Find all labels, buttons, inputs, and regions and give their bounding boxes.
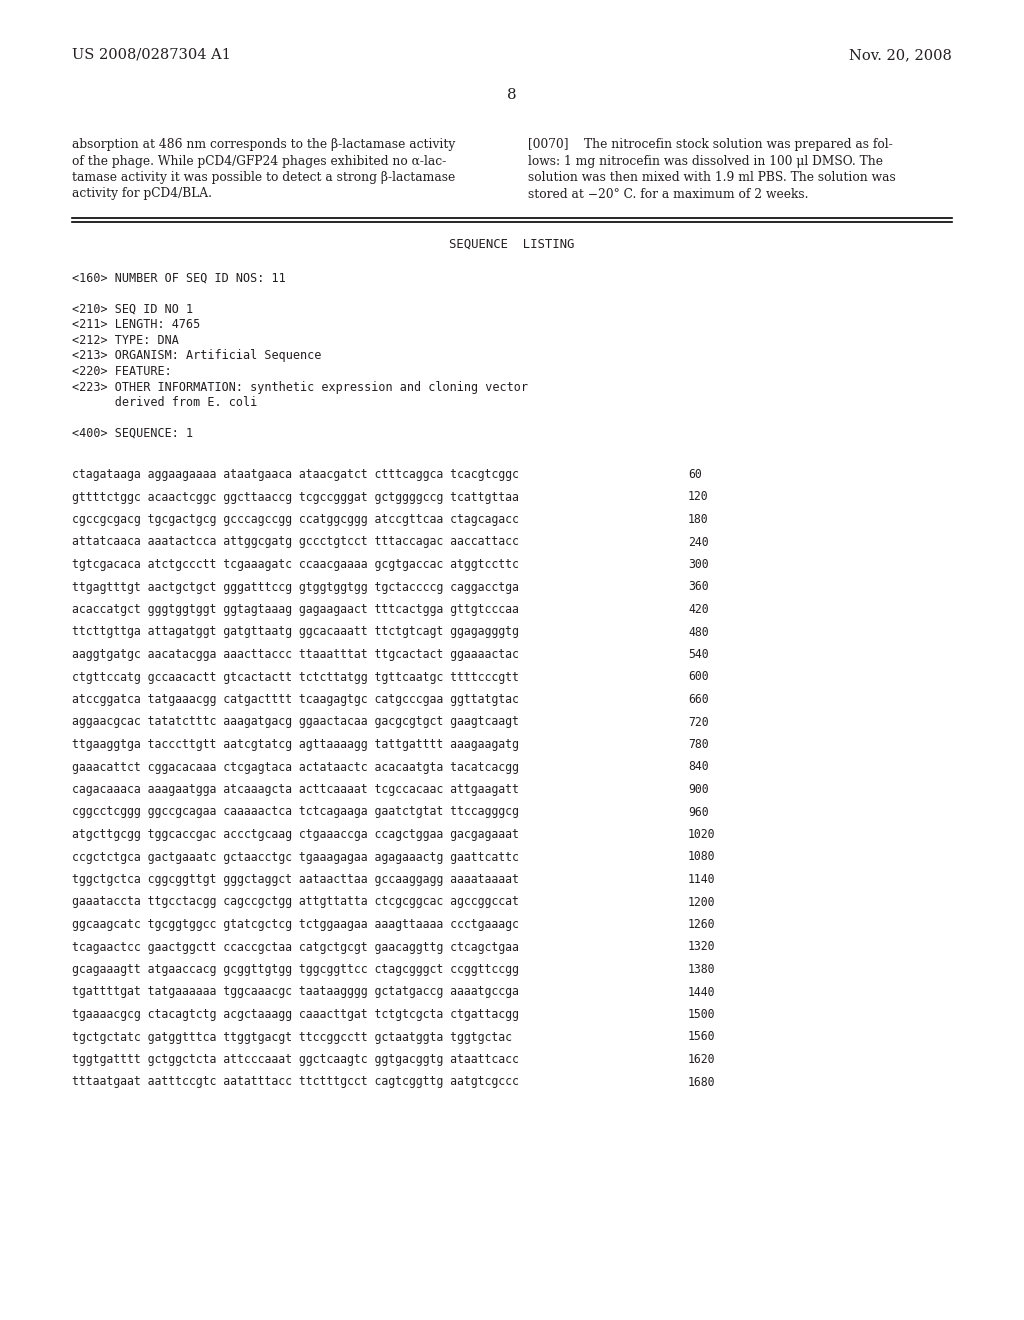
Text: 120: 120 [688, 491, 709, 503]
Text: 1320: 1320 [688, 940, 716, 953]
Text: cggcctcggg ggccgcagaa caaaaactca tctcagaaga gaatctgtat ttccagggcg: cggcctcggg ggccgcagaa caaaaactca tctcaga… [72, 805, 519, 818]
Text: ggcaagcatc tgcggtggcc gtatcgctcg tctggaagaa aaagttaaaa ccctgaaagc: ggcaagcatc tgcggtggcc gtatcgctcg tctggaa… [72, 917, 519, 931]
Text: <211> LENGTH: 4765: <211> LENGTH: 4765 [72, 318, 201, 331]
Text: tgaaaacgcg ctacagtctg acgctaaagg caaacttgat tctgtcgcta ctgattacgg: tgaaaacgcg ctacagtctg acgctaaagg caaactt… [72, 1008, 519, 1020]
Text: 600: 600 [688, 671, 709, 684]
Text: <220> FEATURE:: <220> FEATURE: [72, 366, 172, 378]
Text: 1440: 1440 [688, 986, 716, 998]
Text: 60: 60 [688, 469, 701, 480]
Text: ccgctctgca gactgaaatc gctaacctgc tgaaagagaa agagaaactg gaattcattc: ccgctctgca gactgaaatc gctaacctgc tgaaaga… [72, 850, 519, 863]
Text: tgattttgat tatgaaaaaa tggcaaacgc taataagggg gctatgaccg aaaatgccga: tgattttgat tatgaaaaaa tggcaaacgc taataag… [72, 986, 519, 998]
Text: 420: 420 [688, 603, 709, 616]
Text: tgctgctatc gatggtttca ttggtgacgt ttccggcctt gctaatggta tggtgctac: tgctgctatc gatggtttca ttggtgacgt ttccggc… [72, 1031, 512, 1044]
Text: Nov. 20, 2008: Nov. 20, 2008 [849, 48, 952, 62]
Text: cagacaaaca aaagaatgga atcaaagcta acttcaaaat tcgccacaac attgaagatt: cagacaaaca aaagaatgga atcaaagcta acttcaa… [72, 783, 519, 796]
Text: aggaacgcac tatatctttc aaagatgacg ggaactacaa gacgcgtgct gaagtcaagt: aggaacgcac tatatctttc aaagatgacg ggaacta… [72, 715, 519, 729]
Text: aaggtgatgc aacatacgga aaacttaccc ttaaatttat ttgcactact ggaaaactac: aaggtgatgc aacatacgga aaacttaccc ttaaatt… [72, 648, 519, 661]
Text: 1380: 1380 [688, 964, 716, 975]
Text: gcagaaagtt atgaaccacg gcggttgtgg tggcggttcc ctagcgggct ccggttccgg: gcagaaagtt atgaaccacg gcggttgtgg tggcggt… [72, 964, 519, 975]
Text: 900: 900 [688, 783, 709, 796]
Text: acaccatgct gggtggtggt ggtagtaaag gagaagaact tttcactgga gttgtcccaa: acaccatgct gggtggtggt ggtagtaaag gagaaga… [72, 603, 519, 616]
Text: ctgttccatg gccaacactt gtcactactt tctcttatgg tgttcaatgc ttttcccgtt: ctgttccatg gccaacactt gtcactactt tctctta… [72, 671, 519, 684]
Text: tcagaactcc gaactggctt ccaccgctaa catgctgcgt gaacaggttg ctcagctgaa: tcagaactcc gaactggctt ccaccgctaa catgctg… [72, 940, 519, 953]
Text: atgcttgcgg tggcaccgac accctgcaag ctgaaaccga ccagctggaa gacgagaaat: atgcttgcgg tggcaccgac accctgcaag ctgaaac… [72, 828, 519, 841]
Text: tttaatgaat aatttccgtc aatatttacc ttctttgcct cagtcggttg aatgtcgccc: tttaatgaat aatttccgtc aatatttacc ttctttg… [72, 1076, 519, 1089]
Text: <223> OTHER INFORMATION: synthetic expression and cloning vector: <223> OTHER INFORMATION: synthetic expre… [72, 380, 528, 393]
Text: 300: 300 [688, 558, 709, 572]
Text: 1260: 1260 [688, 917, 716, 931]
Text: 8: 8 [507, 88, 517, 102]
Text: 360: 360 [688, 581, 709, 594]
Text: 780: 780 [688, 738, 709, 751]
Text: tggctgctca cggcggttgt gggctaggct aataacttaa gccaaggagg aaaataaaat: tggctgctca cggcggttgt gggctaggct aataact… [72, 873, 519, 886]
Text: 180: 180 [688, 513, 709, 525]
Text: <213> ORGANISM: Artificial Sequence: <213> ORGANISM: Artificial Sequence [72, 350, 322, 363]
Text: absorption at 486 nm corresponds to the β-lactamase activity: absorption at 486 nm corresponds to the … [72, 139, 456, 150]
Text: gaaataccta ttgcctacgg cagccgctgg attgttatta ctcgcggcac agccggccat: gaaataccta ttgcctacgg cagccgctgg attgtta… [72, 895, 519, 908]
Text: 720: 720 [688, 715, 709, 729]
Text: attatcaaca aaatactcca attggcgatg gccctgtcct tttaccagac aaccattacc: attatcaaca aaatactcca attggcgatg gccctgt… [72, 536, 519, 549]
Text: 1560: 1560 [688, 1031, 716, 1044]
Text: gttttctggc acaactcggc ggcttaaccg tcgccgggat gctggggccg tcattgttaa: gttttctggc acaactcggc ggcttaaccg tcgccgg… [72, 491, 519, 503]
Text: 1020: 1020 [688, 828, 716, 841]
Text: 1680: 1680 [688, 1076, 716, 1089]
Text: tggtgatttt gctggctcta attcccaaat ggctcaagtc ggtgacggtg ataattcacc: tggtgatttt gctggctcta attcccaaat ggctcaa… [72, 1053, 519, 1067]
Text: <160> NUMBER OF SEQ ID NOS: 11: <160> NUMBER OF SEQ ID NOS: 11 [72, 272, 286, 285]
Text: stored at −20° C. for a maximum of 2 weeks.: stored at −20° C. for a maximum of 2 wee… [528, 187, 809, 201]
Text: <210> SEQ ID NO 1: <210> SEQ ID NO 1 [72, 304, 194, 315]
Text: 480: 480 [688, 626, 709, 639]
Text: 960: 960 [688, 805, 709, 818]
Text: 240: 240 [688, 536, 709, 549]
Text: 1620: 1620 [688, 1053, 716, 1067]
Text: [0070]    The nitrocefin stock solution was prepared as fol-: [0070] The nitrocefin stock solution was… [528, 139, 893, 150]
Text: <212> TYPE: DNA: <212> TYPE: DNA [72, 334, 179, 347]
Text: ttcttgttga attagatggt gatgttaatg ggcacaaatt ttctgtcagt ggagagggtg: ttcttgttga attagatggt gatgttaatg ggcacaa… [72, 626, 519, 639]
Text: ctagataaga aggaagaaaa ataatgaaca ataacgatct ctttcaggca tcacgtcggc: ctagataaga aggaagaaaa ataatgaaca ataacga… [72, 469, 519, 480]
Text: <400> SEQUENCE: 1: <400> SEQUENCE: 1 [72, 426, 194, 440]
Text: lows: 1 mg nitrocefin was dissolved in 100 μl DMSO. The: lows: 1 mg nitrocefin was dissolved in 1… [528, 154, 883, 168]
Text: SEQUENCE  LISTING: SEQUENCE LISTING [450, 238, 574, 251]
Text: ttgagtttgt aactgctgct gggatttccg gtggtggtgg tgctaccccg caggacctga: ttgagtttgt aactgctgct gggatttccg gtggtgg… [72, 581, 519, 594]
Text: US 2008/0287304 A1: US 2008/0287304 A1 [72, 48, 230, 62]
Text: derived from E. coli: derived from E. coli [72, 396, 257, 409]
Text: ttgaaggtga tacccttgtt aatcgtatcg agttaaaagg tattgatttt aaagaagatg: ttgaaggtga tacccttgtt aatcgtatcg agttaaa… [72, 738, 519, 751]
Text: 1200: 1200 [688, 895, 716, 908]
Text: 1500: 1500 [688, 1008, 716, 1020]
Text: activity for pCD4/BLA.: activity for pCD4/BLA. [72, 187, 212, 201]
Text: tgtcgacaca atctgccctt tcgaaagatc ccaacgaaaa gcgtgaccac atggtccttc: tgtcgacaca atctgccctt tcgaaagatc ccaacga… [72, 558, 519, 572]
Text: 840: 840 [688, 760, 709, 774]
Text: tamase activity it was possible to detect a strong β-lactamase: tamase activity it was possible to detec… [72, 172, 456, 183]
Text: gaaacattct cggacacaaa ctcgagtaca actataactc acacaatgta tacatcacgg: gaaacattct cggacacaaa ctcgagtaca actataa… [72, 760, 519, 774]
Text: 660: 660 [688, 693, 709, 706]
Text: 1080: 1080 [688, 850, 716, 863]
Text: 540: 540 [688, 648, 709, 661]
Text: of the phage. While pCD4/GFP24 phages exhibited no α-lac-: of the phage. While pCD4/GFP24 phages ex… [72, 154, 446, 168]
Text: 1140: 1140 [688, 873, 716, 886]
Text: atccggatca tatgaaacgg catgactttt tcaagagtgc catgcccgaa ggttatgtac: atccggatca tatgaaacgg catgactttt tcaagag… [72, 693, 519, 706]
Text: solution was then mixed with 1.9 ml PBS. The solution was: solution was then mixed with 1.9 ml PBS.… [528, 172, 896, 183]
Text: cgccgcgacg tgcgactgcg gcccagccgg ccatggcggg atccgttcaa ctagcagacc: cgccgcgacg tgcgactgcg gcccagccgg ccatggc… [72, 513, 519, 525]
